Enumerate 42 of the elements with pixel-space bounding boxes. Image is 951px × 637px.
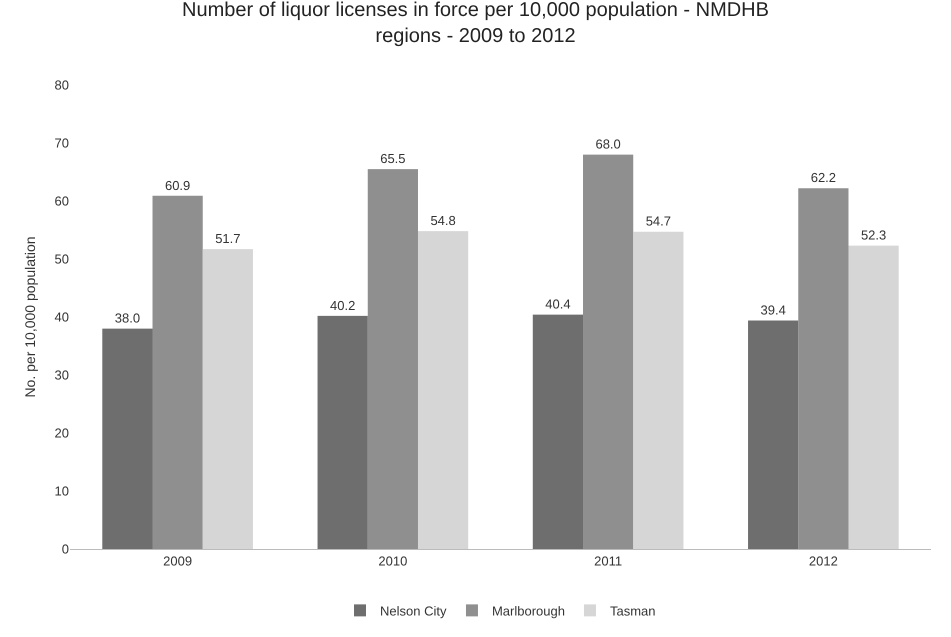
y-tick-label: 0: [62, 542, 69, 557]
y-tick-label: 10: [54, 484, 69, 499]
y-tick-label: 20: [54, 426, 69, 441]
data-label: 60.9: [164, 178, 190, 193]
data-label: 52.3: [860, 228, 886, 243]
data-label: 54.8: [430, 213, 456, 228]
x-tick-label: 2009: [163, 554, 192, 569]
bar: [152, 196, 203, 549]
bar: [848, 246, 899, 549]
legend-label: Tasman: [610, 603, 656, 618]
data-label: 62.2: [810, 170, 836, 186]
data-label: 51.7: [215, 231, 241, 246]
legend-label: Nelson City: [380, 603, 447, 618]
bar: [202, 249, 253, 549]
y-tick-label: 40: [54, 310, 69, 325]
bar: [368, 169, 418, 549]
data-label: 40.2: [330, 298, 356, 313]
x-tick-label: 2012: [808, 554, 838, 569]
bar: [418, 231, 468, 549]
chart-title: Number of liquor licenses in force per 10,000 population - NMDHB regions - 2009 to 2012: [182, 0, 769, 47]
y-axis-title: No. per 10,000 population: [22, 236, 38, 398]
y-tick-label: 80: [54, 78, 69, 93]
data-label: 54.7: [646, 214, 672, 229]
data-label: 39.4: [760, 302, 786, 318]
data-label: 38.0: [114, 310, 140, 326]
bar: [633, 232, 684, 549]
data-label: 65.5: [380, 151, 406, 166]
bar: [798, 188, 848, 549]
y-tick-label: 70: [54, 136, 69, 151]
legend-label: Marlborough: [492, 603, 565, 618]
bar: [102, 328, 153, 549]
data-label: 40.4: [545, 296, 571, 312]
bar: [748, 320, 798, 549]
y-tick-label: 50: [54, 252, 69, 267]
bar: [532, 314, 584, 549]
bar: [583, 154, 634, 549]
bar: [318, 316, 368, 549]
x-tick-label: 2011: [594, 554, 622, 569]
data-label: 68.0: [595, 136, 621, 152]
y-tick-label: 30: [54, 368, 69, 383]
x-tick-label: 2010: [378, 554, 408, 569]
y-tick-label: 60: [54, 194, 69, 209]
